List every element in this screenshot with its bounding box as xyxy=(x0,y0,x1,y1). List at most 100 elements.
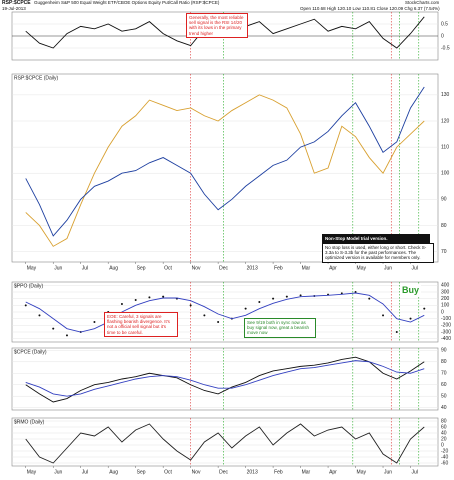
y-tick-label: 0 xyxy=(441,309,444,315)
panel-frame xyxy=(11,347,439,411)
dot xyxy=(189,304,192,307)
x-tick-label: 2013 xyxy=(247,265,258,271)
y-tick-label: 110 xyxy=(441,144,449,150)
x-tick-label: Jun xyxy=(384,265,392,271)
x-tick-label: Dec xyxy=(219,265,228,271)
x-tick-label: Jul xyxy=(82,265,88,271)
x-tick-label: Jul xyxy=(412,265,418,271)
series-line xyxy=(25,356,425,403)
y-tick-label: 200 xyxy=(441,296,450,302)
y-tick-label: 80 xyxy=(441,359,447,365)
y-tick-label: 80 xyxy=(441,223,447,229)
y-tick-label: 0 xyxy=(441,33,444,39)
series-line xyxy=(25,360,425,397)
y-tick-label: 70 xyxy=(441,249,447,255)
dot xyxy=(258,301,261,303)
y-tick-label: -60 xyxy=(441,460,448,466)
x-tick-label: Oct xyxy=(164,265,172,271)
x-tick-label: May xyxy=(357,265,367,271)
annotation: Generally, the most reliable sell signal… xyxy=(186,13,248,38)
x-tick-label: Feb xyxy=(274,265,283,271)
annotation: No stop loss is used, either long or sho… xyxy=(322,243,434,263)
y-tick-label: -300 xyxy=(441,329,451,335)
dot xyxy=(409,317,412,320)
x-tick-label: May xyxy=(357,469,367,475)
series-line xyxy=(25,292,425,333)
annotation: Buy xyxy=(400,284,422,297)
x-tick-label: Nov xyxy=(192,469,201,475)
x-tick-label: May xyxy=(27,265,37,271)
dot xyxy=(65,334,68,337)
dot xyxy=(203,314,206,317)
y-tick-label: 300 xyxy=(441,289,450,295)
dot xyxy=(272,297,275,300)
x-tick-label: Mar xyxy=(302,469,311,475)
y-tick-label: -200 xyxy=(441,323,451,329)
dot xyxy=(299,294,302,297)
y-tick-label: 60 xyxy=(441,382,447,388)
y-tick-label: 70 xyxy=(441,371,447,377)
y-tick-label: 400 xyxy=(441,283,450,289)
x-tick-label: Dec xyxy=(219,469,228,475)
y-tick-label: 130 xyxy=(441,92,450,98)
x-tick-label: Feb xyxy=(274,469,283,475)
dot xyxy=(52,327,55,330)
x-tick-label: May xyxy=(27,469,37,475)
panel-title: $CPCE (Daily) xyxy=(14,349,47,355)
y-tick-label: 90 xyxy=(441,348,447,354)
dot xyxy=(162,295,165,298)
panel-frame xyxy=(11,73,439,263)
series-line xyxy=(25,94,425,247)
x-tick-label: Jun xyxy=(54,469,62,475)
y-tick-label: -100 xyxy=(441,316,451,322)
series-line xyxy=(25,423,425,464)
y-tick-label: 50 xyxy=(441,394,447,400)
y-tick-label: -0.5 xyxy=(441,45,450,51)
dot xyxy=(120,303,123,305)
x-tick-label: Jun xyxy=(384,469,392,475)
dot xyxy=(217,321,220,323)
y-tick-label: 20 xyxy=(441,436,447,442)
date: 19-Jul-2013 xyxy=(2,6,26,11)
dot xyxy=(354,291,357,293)
dot xyxy=(244,307,247,310)
panel-title: $RMO (Daily) xyxy=(14,419,45,425)
dot xyxy=(382,314,385,317)
dot xyxy=(134,299,137,301)
x-tick-label: Jun xyxy=(54,265,62,271)
y-tick-label: 90 xyxy=(441,197,447,203)
x-tick-label: Nov xyxy=(192,265,201,271)
header-title: Guggenheim S&P 500 Equal Weight ETF/CBOE… xyxy=(34,0,220,5)
dot xyxy=(423,307,426,310)
x-tick-label: Apr xyxy=(329,265,337,271)
dot xyxy=(24,304,27,307)
y-tick-label: -40 xyxy=(441,454,448,460)
x-tick-label: Oct xyxy=(164,469,172,475)
dot xyxy=(285,295,288,298)
y-tick-label: 80 xyxy=(441,418,447,424)
x-tick-label: Aug xyxy=(109,469,118,475)
x-tick-label: Sep xyxy=(137,265,146,271)
panel-title: RSP:$CPCE (Daily) xyxy=(14,75,59,81)
dot xyxy=(368,297,371,300)
dot xyxy=(38,314,41,317)
panel-title: $PPO (Daily) xyxy=(14,283,44,289)
annotation: EOE: Careful, 3 signals are flashing bea… xyxy=(104,312,178,337)
x-tick-label: Apr xyxy=(329,469,337,475)
series-line xyxy=(25,86,425,237)
y-tick-label: 40 xyxy=(441,405,447,411)
x-tick-label: Sep xyxy=(137,469,146,475)
y-tick-label: 0 xyxy=(441,442,444,448)
dot xyxy=(395,331,398,333)
panel-frame xyxy=(11,417,439,467)
x-tick-label: Jul xyxy=(82,469,88,475)
annotation: Non-Stop Model trial version. xyxy=(322,234,430,244)
x-tick-label: 2013 xyxy=(247,469,258,475)
dot xyxy=(93,321,96,323)
y-tick-label: 100 xyxy=(441,171,450,177)
x-tick-label: Aug xyxy=(109,265,118,271)
y-tick-label: 0.5 xyxy=(441,21,448,27)
source: StockCharts.com xyxy=(405,0,440,5)
annotation: See 9/19 both in sync now as buy signal … xyxy=(244,318,316,338)
